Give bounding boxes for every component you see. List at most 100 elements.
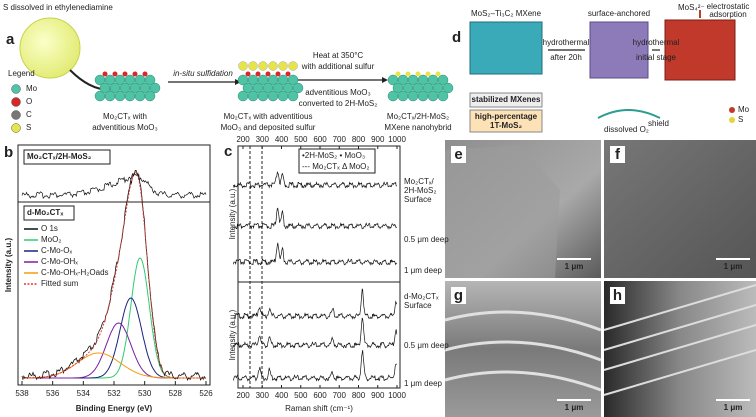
x-tick-label: 536 [46,389,60,398]
axis-label: Intensity (a.u.) [228,309,237,360]
spectrum [21,171,207,199]
atom [395,71,401,77]
atom [437,74,449,86]
fit-component [22,297,206,379]
fitted-sum [22,171,206,379]
scale-label: 1 μm [724,403,743,412]
legend-entry: Mo [26,84,38,93]
spectrum [21,169,207,381]
atom [415,71,421,77]
legend-entry: --- Mo₂CTₓ Δ MoO₂ [302,162,370,171]
label: 1T-MoS₂ [490,121,522,130]
trace-label: 1 μm deep [404,266,443,275]
label: after 20h [550,53,582,62]
atom [265,71,271,77]
legend-entry: C-Mo-OHₓ-H₂Oads [41,268,109,277]
label-box [610,146,625,163]
legend-dot [729,117,735,123]
trace-label: 0.5 μm deep [404,341,449,350]
x-tick-label: 532 [107,389,121,398]
atom [257,90,269,102]
x-tick-label: 500 [294,391,308,400]
mxene-block [469,21,543,75]
caption: MXene nanohybrid [384,123,451,132]
legend-entry: C-Mo-OHₓ [41,257,78,266]
atom [258,61,268,71]
atom [124,90,136,102]
legend-swatch [11,84,21,94]
atom [387,90,399,102]
atom [144,74,156,86]
legend-entry: MoO₂ [41,235,61,244]
x-tick-label: 534 [77,389,91,398]
x-tick-label: 600 [313,391,327,400]
title: Mo₂CTₓ/2H-MoS₂ [27,152,92,161]
panel-label: c [224,143,232,160]
x-tick-label: 900 [371,135,385,144]
raman-spectrum [233,288,398,320]
atom [425,71,431,77]
legend-swatch [11,110,21,120]
label: stabilized MXenes [472,95,541,104]
label: surface-anchored [588,9,650,18]
raman-spectrum [233,317,398,349]
label: adventitious MoO₃ [305,88,371,97]
legend-box [298,148,376,174]
sem-image [604,281,756,417]
panel-label: g [454,287,463,304]
atom [114,90,126,102]
label-box [451,146,466,163]
trace-label: 0.5 μm deep [404,235,449,244]
panel-label: a [6,31,15,48]
atom [275,71,281,77]
trace-label: 2H-MoS₂ [404,186,436,195]
panel-label: b [4,144,13,161]
atom [437,90,449,102]
axis-label: Raman shift (cm⁻¹) [285,404,353,413]
box [469,109,543,133]
caption: Mo₂CTₓ with [103,112,147,121]
atom [94,90,106,102]
atom [405,71,411,77]
atom [255,71,261,77]
atom [238,61,248,71]
arrowhead [382,77,388,83]
label: converted to 2H-MoS₂ [299,99,378,108]
layers [603,284,756,396]
label: hydrothermal [543,38,590,47]
atom [397,90,409,102]
title-box [23,149,111,165]
label: high-percentage [475,112,538,121]
solution-drop [19,17,81,79]
atom [104,90,116,102]
atom [278,61,288,71]
legend-entry: O 1s [41,224,58,233]
legend-entry: •2H-MoS₂ • MoO₃ [302,151,365,160]
scale-label: 1 μm [724,262,743,271]
label: MoS₂–Ti₃C₂ MXene [471,9,542,18]
x-tick-label: 400 [275,135,289,144]
atom [149,82,161,94]
legend-title: Legend [8,69,35,78]
legend-swatch [11,97,21,107]
x-tick-label: 800 [352,135,366,144]
raman-spectrum [233,242,397,266]
x-tick-label: 400 [275,391,289,400]
label: MoS₄²⁻ [678,3,705,12]
caption: adventitious MoO₃ [92,123,158,132]
shield-arc [597,109,661,119]
label: electrostatic [707,2,750,11]
trace-label: Surface [404,195,432,204]
fit-component [22,352,206,379]
atom [292,82,304,94]
legend-entry: C-Mo-Oₓ [41,246,72,255]
legend-dot [729,107,735,113]
x-tick-label: 1000 [388,135,406,144]
caption: Mo₂CTₓ/2H-MoS₂ [387,112,449,121]
atom [245,71,251,77]
label: shield [648,119,669,128]
plot-frame [237,145,401,389]
caption: MoO₃ and deposited sulfur [221,123,316,132]
